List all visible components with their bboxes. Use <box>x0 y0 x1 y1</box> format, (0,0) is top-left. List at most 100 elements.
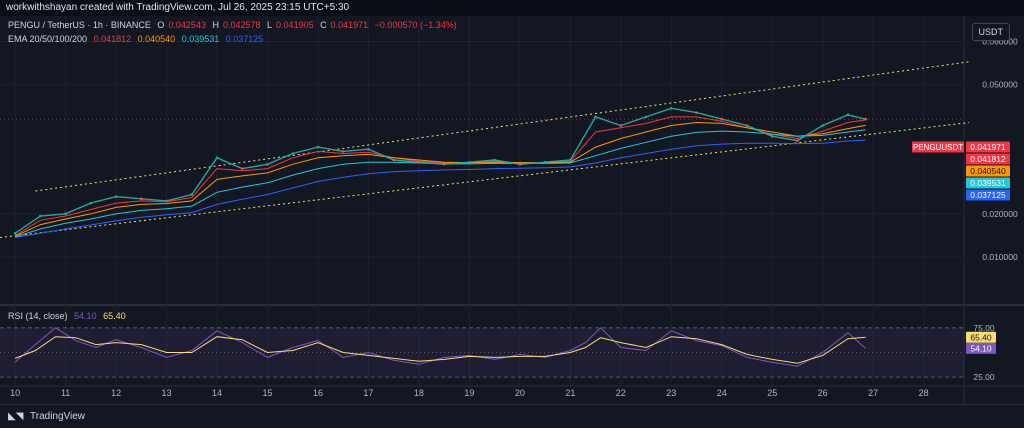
price-point <box>316 145 320 149</box>
price-tick-label: 0.010000 <box>982 252 1018 262</box>
price-point <box>39 214 42 218</box>
ema100-value: 0.039531 <box>181 34 220 44</box>
price-tag-bg <box>966 177 1010 189</box>
price-tag-label: 0.041812 <box>970 154 1006 164</box>
footer-brand: TradingView <box>30 411 86 422</box>
price-point <box>114 195 118 198</box>
ema-line-1 <box>14 116 866 236</box>
time-tick-label: 10 <box>10 388 20 398</box>
price-point <box>190 193 194 196</box>
ema20-value: 0.041812 <box>93 34 132 44</box>
rsi-ma-value: 65.40 <box>103 311 126 321</box>
price-point <box>594 115 597 119</box>
rsi-tag-label: 54.10 <box>970 343 992 353</box>
price-point <box>341 150 345 153</box>
chart-canvas[interactable]: 0.060000 0.050000 0.020000 0.010000 10 11 12 13… <box>0 16 1024 404</box>
time-tick-label: 16 <box>313 388 323 398</box>
rsi-value: 54.10 <box>74 311 97 321</box>
time-tick-label: 19 <box>464 388 474 398</box>
ohlc-low-value: 0.041905 <box>276 20 314 30</box>
ohlc-close-value: 0.041971 <box>330 20 369 30</box>
rsi-legend: RSI (14, close) 54.10 65.40 <box>8 311 130 321</box>
price-tag-label: 0.040540 <box>970 166 1006 176</box>
price-point <box>493 158 496 162</box>
attribution-text: workwithshayan created with TradingView.… <box>6 2 350 13</box>
price-tag-bg <box>966 153 1010 165</box>
price-point <box>367 147 370 151</box>
grid <box>0 16 1024 404</box>
time-tick-label: 25 <box>767 388 777 398</box>
symbol-tag-bg <box>912 141 964 153</box>
price-tick-label: 0.060000 <box>982 37 1018 47</box>
rsi-tag-bg <box>966 331 996 343</box>
rsi-label: RSI (14, close) <box>8 311 68 321</box>
ohlc-close-key: C <box>320 20 327 30</box>
attribution-bar: workwithshayan created with TradingView.… <box>0 0 1024 16</box>
price-point <box>669 107 673 110</box>
time-tick-label: 12 <box>111 388 121 398</box>
price-point <box>518 163 522 166</box>
currency-button[interactable]: USDT <box>971 23 1010 41</box>
price-point <box>165 199 168 203</box>
time-tick-label: 20 <box>515 388 525 398</box>
chart-background <box>0 16 1024 404</box>
time-tick-label: 23 <box>666 388 676 398</box>
price-point <box>417 160 421 164</box>
price-point <box>644 115 648 119</box>
symbol-tag-label: PENGUUSDT <box>913 143 963 152</box>
price-point <box>569 158 572 162</box>
ema50-value: 0.040540 <box>137 34 176 44</box>
rsi-tick-label: 75.00 <box>973 323 995 333</box>
ema-line-2 <box>14 121 866 237</box>
price-point <box>720 117 724 121</box>
rsi-pane <box>0 327 964 378</box>
price-point <box>695 111 698 114</box>
price-point <box>821 124 824 127</box>
price-point <box>291 152 295 155</box>
ema-legend: EMA 20/50/100/200 0.041812 0.040540 0.03… <box>8 34 267 44</box>
tradingview-logo-icon: ◣◥ <box>8 411 24 422</box>
price-point <box>140 197 143 201</box>
time-tick-label: 11 <box>61 388 70 398</box>
ema-line-4 <box>15 139 866 238</box>
price-point <box>215 156 219 160</box>
price-point <box>770 135 774 138</box>
time-tick-label: 18 <box>414 388 424 398</box>
ema-label: EMA 20/50/100/200 <box>8 34 88 44</box>
price-point <box>543 160 547 164</box>
price-tag-label: 0.039531 <box>970 178 1006 188</box>
price-tick-label: 0.020000 <box>982 209 1018 219</box>
time-tick-label: 24 <box>717 388 727 398</box>
ohlc-high-value: 0.042578 <box>222 20 261 30</box>
rsi-tag-label: 65.40 <box>970 332 992 342</box>
price-tag-bg <box>966 165 1010 177</box>
price-point <box>745 124 749 127</box>
price-point <box>846 113 850 117</box>
time-tick-label: 15 <box>262 388 272 398</box>
price-point <box>468 160 471 164</box>
ohlc-change: −0.000570 (−1.34%) <box>374 20 457 30</box>
price-point <box>64 212 67 216</box>
symbol-name: PENGU / TetherUS · 1h · BINANCE <box>8 20 151 30</box>
price-tag-bg <box>966 141 1010 153</box>
rsi-tick-label: 25.00 <box>973 372 995 382</box>
ema200-value: 0.037125 <box>225 34 264 44</box>
price-point <box>619 124 623 127</box>
price-point <box>240 167 244 170</box>
ohlc-open-key: O <box>157 20 165 30</box>
time-tick-label: 21 <box>565 388 575 398</box>
price-tag-bg <box>966 189 1010 201</box>
ohlc-open-value: 0.042543 <box>168 20 206 30</box>
trend-channel <box>0 61 970 239</box>
footer: ◣◥ TradingView <box>0 404 1024 427</box>
price-point <box>266 163 269 166</box>
time-tick-label: 26 <box>818 388 828 398</box>
time-tick-label: 17 <box>363 388 373 398</box>
time-tick-label: 28 <box>919 388 929 398</box>
ohlc-high-key: H <box>212 20 219 30</box>
price-point <box>442 163 446 166</box>
rsi-ma-line <box>14 336 866 364</box>
ohlc-low-key: L <box>267 20 273 30</box>
price-point <box>392 158 395 162</box>
price-series <box>13 107 867 235</box>
